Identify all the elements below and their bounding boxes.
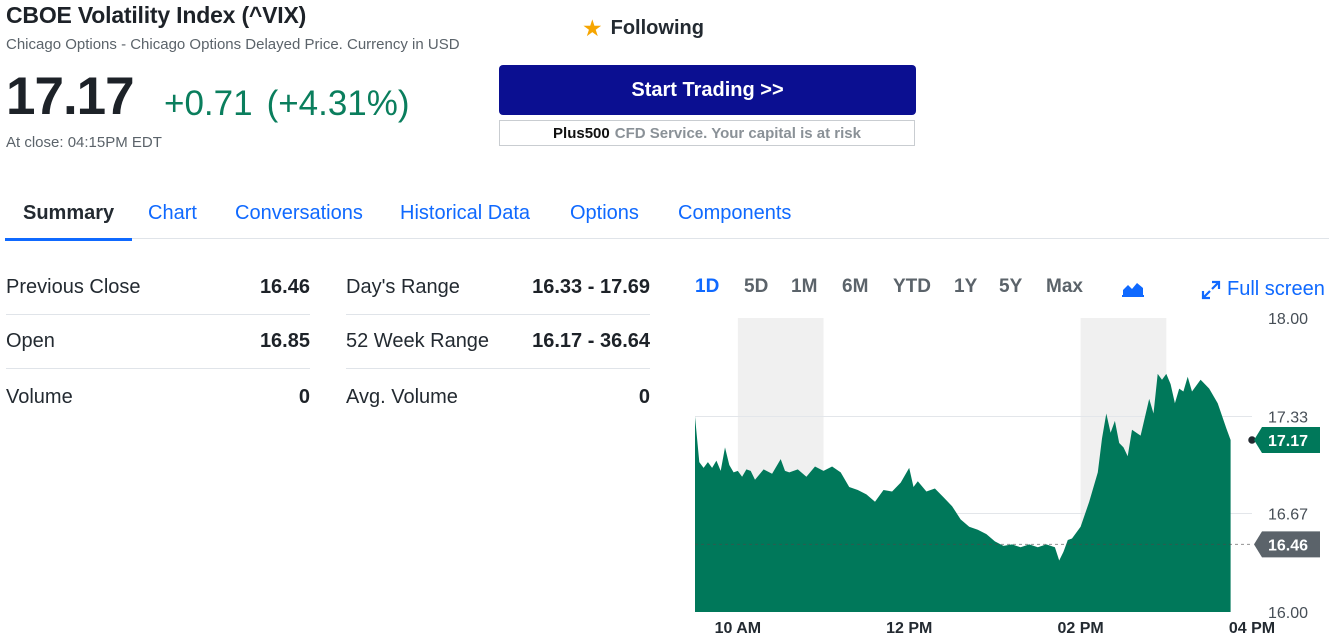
fullscreen-button[interactable]: Full screen (1201, 278, 1325, 301)
x-tick-label-0: 10 AM (715, 620, 762, 635)
current-price-tag-label: 17.17 (1268, 433, 1308, 450)
range-5y[interactable]: 5Y (999, 276, 1023, 297)
range-max[interactable]: Max (1046, 276, 1083, 297)
tab-conversations[interactable]: Conversations (235, 202, 363, 224)
close-time: At close: 04:15PM EDT (6, 134, 162, 151)
x-tick-label-2: 02 PM (1057, 620, 1103, 635)
quote-change-value: +0.71 (164, 84, 253, 123)
x-tick-label-3: 04 PM (1229, 620, 1275, 635)
promo-note: CFD Service. Your capital is at risk (614, 124, 861, 142)
y-tick-label-2: 16.67 (1268, 507, 1308, 524)
follow-label: Following (610, 17, 704, 39)
x-tick-label-1: 12 PM (886, 620, 932, 635)
prev-close-tag-bg (1254, 531, 1320, 558)
expand-icon (1201, 280, 1221, 299)
quote-change-percent: (+4.31%) (266, 84, 410, 123)
range-6m[interactable]: 6M (842, 276, 869, 297)
y-tick-label-0: 18.00 (1268, 311, 1308, 328)
quote-tabs: Summary Chart Conversations Historical D… (4, 186, 1329, 241)
stat-days-range: Day's Range 16.33 - 17.69 (346, 261, 650, 315)
y-tick-label-1: 17.33 (1268, 409, 1308, 426)
stat-open: Open 16.85 (6, 315, 310, 369)
range-1y[interactable]: 1Y (954, 276, 978, 297)
tab-summary[interactable]: Summary (4, 186, 133, 241)
prev-close-tag-label: 16.46 (1268, 537, 1308, 554)
tabs-divider (5, 238, 1329, 239)
exchange-subtitle: Chicago Options - Chicago Options Delaye… (6, 36, 460, 53)
start-trading-button[interactable]: Start Trading >> (499, 65, 916, 115)
promo-disclaimer: Plus500 CFD Service. Your capital is at … (499, 120, 915, 146)
range-ytd[interactable]: YTD (893, 276, 931, 297)
price-chart[interactable]: 18.00 17.33 16.67 16.00 10 AM 12 PM 02 PM 04 PM… (690, 305, 1320, 635)
tab-historical-data[interactable]: Historical Data (400, 202, 531, 224)
quote-price: 17.17 (6, 67, 135, 126)
tab-options[interactable]: Options (570, 202, 639, 224)
stat-avg-volume: Avg. Volume 0 (346, 385, 650, 408)
mountain-chart-icon[interactable] (1122, 281, 1144, 302)
stat-52-week-range: 52 Week Range 16.17 - 36.64 (346, 315, 650, 369)
stat-volume: Volume 0 (6, 385, 310, 408)
follow-button[interactable]: ★ Following (582, 17, 704, 40)
range-1d[interactable]: 1D (695, 276, 720, 297)
range-1m[interactable]: 1M (791, 276, 818, 297)
tab-components[interactable]: Components (678, 202, 792, 224)
promo-brand: Plus500 (553, 124, 610, 142)
range-5d[interactable]: 5D (744, 276, 769, 297)
star-icon: ★ (582, 15, 603, 41)
quote-change: +0.71 (+4.31%) (164, 86, 410, 121)
current-price-tag-bg (1254, 427, 1320, 454)
stat-previous-close: Previous Close 16.46 (6, 261, 310, 315)
tab-chart[interactable]: Chart (148, 202, 197, 224)
fullscreen-label: Full screen (1227, 278, 1325, 300)
y-tick-label-3: 16.00 (1268, 605, 1308, 622)
chart-area-series (695, 373, 1231, 612)
page-title: CBOE Volatility Index (^VIX) (6, 2, 307, 28)
